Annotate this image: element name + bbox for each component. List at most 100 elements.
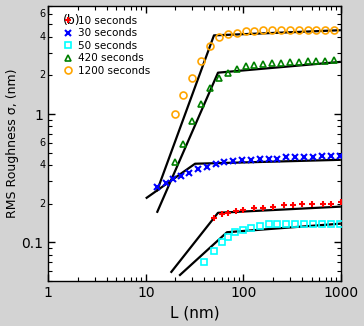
1200 seconds [332, 28, 336, 32]
1200 seconds [279, 28, 283, 32]
30 seconds [311, 156, 315, 159]
30 seconds [155, 185, 159, 189]
1200 seconds [181, 93, 185, 97]
420 seconds [297, 60, 301, 64]
420 seconds [279, 61, 283, 65]
Line: 1200 seconds: 1200 seconds [172, 27, 337, 117]
1200 seconds [235, 31, 239, 35]
50 seconds [311, 222, 315, 226]
10 seconds [226, 211, 230, 215]
Line: 420 seconds: 420 seconds [172, 56, 337, 166]
420 seconds [288, 60, 292, 64]
10 seconds [300, 202, 304, 206]
50 seconds [219, 241, 224, 244]
10 seconds [290, 203, 295, 207]
30 seconds [266, 156, 271, 160]
10 seconds [309, 202, 314, 206]
50 seconds [241, 228, 245, 232]
10 seconds [270, 205, 275, 209]
10 seconds [261, 206, 265, 210]
50 seconds [233, 230, 237, 234]
30 seconds [275, 156, 280, 160]
30 seconds [293, 156, 297, 159]
420 seconds [235, 67, 239, 71]
Legend: 10 seconds, 30 seconds, 50 seconds, 420 seconds, 1200 seconds: 10 seconds, 30 seconds, 50 seconds, 420 … [59, 13, 153, 78]
30 seconds [204, 165, 209, 169]
1200 seconds [297, 28, 301, 32]
10 seconds [219, 213, 224, 216]
Text: 4: 4 [39, 160, 45, 170]
1200 seconds [323, 28, 327, 32]
30 seconds [231, 159, 236, 163]
30 seconds [258, 156, 262, 160]
420 seconds [314, 59, 318, 63]
10 seconds [212, 216, 216, 220]
420 seconds [261, 62, 265, 66]
30 seconds [284, 156, 289, 159]
30 seconds [320, 154, 324, 158]
Text: 2: 2 [39, 70, 45, 81]
50 seconds [302, 222, 306, 226]
1200 seconds [314, 28, 318, 32]
50 seconds [226, 235, 230, 239]
1200 seconds [288, 28, 292, 32]
Text: 4: 4 [39, 32, 45, 42]
10 seconds [252, 206, 257, 210]
420 seconds [181, 142, 185, 146]
50 seconds [338, 222, 342, 226]
50 seconds [249, 226, 253, 230]
X-axis label: L (nm): L (nm) [170, 305, 219, 320]
420 seconds [217, 76, 221, 80]
1200 seconds [252, 29, 257, 33]
1200 seconds [226, 32, 230, 36]
30 seconds [179, 174, 183, 178]
1200 seconds [261, 28, 265, 32]
30 seconds [338, 154, 342, 158]
1200 seconds [199, 59, 203, 63]
Line: 10 seconds: 10 seconds [210, 199, 344, 221]
1200 seconds [270, 28, 274, 32]
Text: (b): (b) [63, 14, 80, 27]
420 seconds [199, 102, 203, 106]
420 seconds [226, 71, 230, 75]
10 seconds [241, 208, 245, 212]
420 seconds [305, 59, 310, 63]
420 seconds [270, 61, 274, 65]
1200 seconds [217, 35, 221, 39]
50 seconds [284, 222, 289, 226]
Text: 2: 2 [39, 199, 45, 209]
10 seconds [234, 209, 239, 213]
Line: 30 seconds: 30 seconds [153, 153, 343, 190]
Text: 6: 6 [39, 138, 45, 147]
1200 seconds [190, 76, 194, 80]
420 seconds [208, 86, 213, 90]
50 seconds [258, 224, 262, 228]
30 seconds [163, 181, 168, 185]
Line: 50 seconds: 50 seconds [202, 221, 343, 265]
420 seconds [323, 59, 327, 63]
1200 seconds [208, 44, 213, 48]
30 seconds [302, 156, 306, 159]
Y-axis label: RMS Roughness σ, (nm): RMS Roughness σ, (nm) [5, 68, 19, 218]
420 seconds [252, 63, 257, 67]
50 seconds [202, 260, 207, 264]
30 seconds [213, 162, 218, 166]
420 seconds [244, 65, 248, 68]
10 seconds [320, 202, 325, 206]
10 seconds [329, 202, 334, 206]
50 seconds [329, 222, 333, 226]
Text: 6: 6 [39, 9, 45, 19]
30 seconds [222, 160, 227, 164]
10 seconds [339, 200, 343, 204]
50 seconds [320, 222, 324, 226]
50 seconds [293, 222, 297, 226]
50 seconds [266, 222, 271, 226]
1200 seconds [173, 112, 177, 116]
10 seconds [282, 203, 286, 207]
30 seconds [329, 154, 333, 158]
30 seconds [171, 177, 175, 181]
420 seconds [190, 119, 194, 123]
30 seconds [187, 170, 191, 174]
30 seconds [240, 158, 244, 162]
30 seconds [249, 158, 253, 162]
